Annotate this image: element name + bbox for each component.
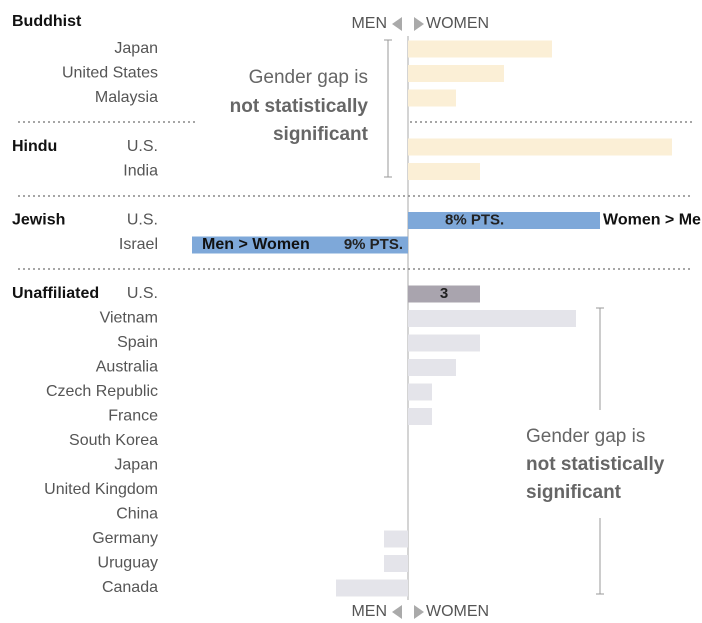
value-label: 8% PTS.	[445, 211, 504, 228]
category-label: Canada	[102, 579, 158, 596]
bar	[408, 212, 600, 229]
category-label: United Kingdom	[44, 481, 158, 498]
category-label: Malaysia	[95, 89, 158, 106]
category-label: China	[116, 506, 158, 523]
group-label: Buddhist	[12, 13, 82, 30]
category-label: France	[108, 408, 158, 425]
category-label: Israel	[119, 236, 158, 253]
bar	[408, 285, 480, 303]
category-label: India	[123, 163, 158, 180]
bar	[336, 579, 408, 597]
women-label: WOMEN	[426, 603, 489, 620]
bar	[408, 138, 672, 156]
bar	[408, 163, 480, 180]
category-label: Czech Republic	[46, 383, 158, 400]
bar	[408, 310, 576, 327]
women-label: WOMEN	[426, 15, 489, 32]
category-label: U.S.	[127, 138, 158, 155]
annotation: not statistically	[230, 96, 369, 117]
bar	[408, 40, 552, 58]
category-label: United States	[62, 65, 158, 82]
annotation: not statistically	[526, 454, 665, 475]
category-label: Australia	[96, 359, 158, 376]
category-label: South Korea	[69, 432, 158, 449]
category-label: Uruguay	[98, 555, 158, 572]
bracket	[596, 307, 604, 595]
arrow-left	[392, 17, 402, 31]
group-label: Unaffiliated	[12, 285, 99, 302]
bar	[408, 89, 456, 107]
category-label: Germany	[92, 530, 158, 547]
arrow-right	[414, 17, 424, 31]
arrow-right	[414, 605, 424, 619]
category-label: U.S.	[127, 212, 158, 229]
category-label: Vietnam	[100, 310, 158, 327]
bar	[192, 236, 408, 254]
value-label: 3	[440, 285, 448, 302]
bar	[408, 383, 432, 401]
bar	[408, 65, 504, 82]
category-label: Spain	[117, 334, 158, 351]
bar	[384, 555, 408, 572]
men-label: MEN	[351, 603, 387, 620]
group-label: Hindu	[12, 138, 57, 155]
bar	[408, 408, 432, 425]
bar	[408, 359, 456, 376]
annotation: Gender gap is	[526, 426, 645, 447]
annotation: significant	[273, 124, 369, 145]
annotation: significant	[526, 482, 622, 503]
value-label: 9% PTS.	[344, 236, 403, 253]
men-label: MEN	[351, 15, 387, 32]
side-label: Men > Women	[202, 236, 310, 253]
bracket	[384, 39, 392, 178]
category-label: U.S.	[127, 285, 158, 302]
group-label: Jewish	[12, 212, 65, 229]
arrow-left	[392, 605, 402, 619]
category-label: Japan	[114, 40, 158, 57]
bar	[408, 334, 480, 352]
annotation: Gender gap is	[249, 67, 368, 88]
bar	[384, 530, 408, 548]
category-label: Japan	[114, 457, 158, 474]
side-label: Women > Men	[603, 212, 702, 229]
